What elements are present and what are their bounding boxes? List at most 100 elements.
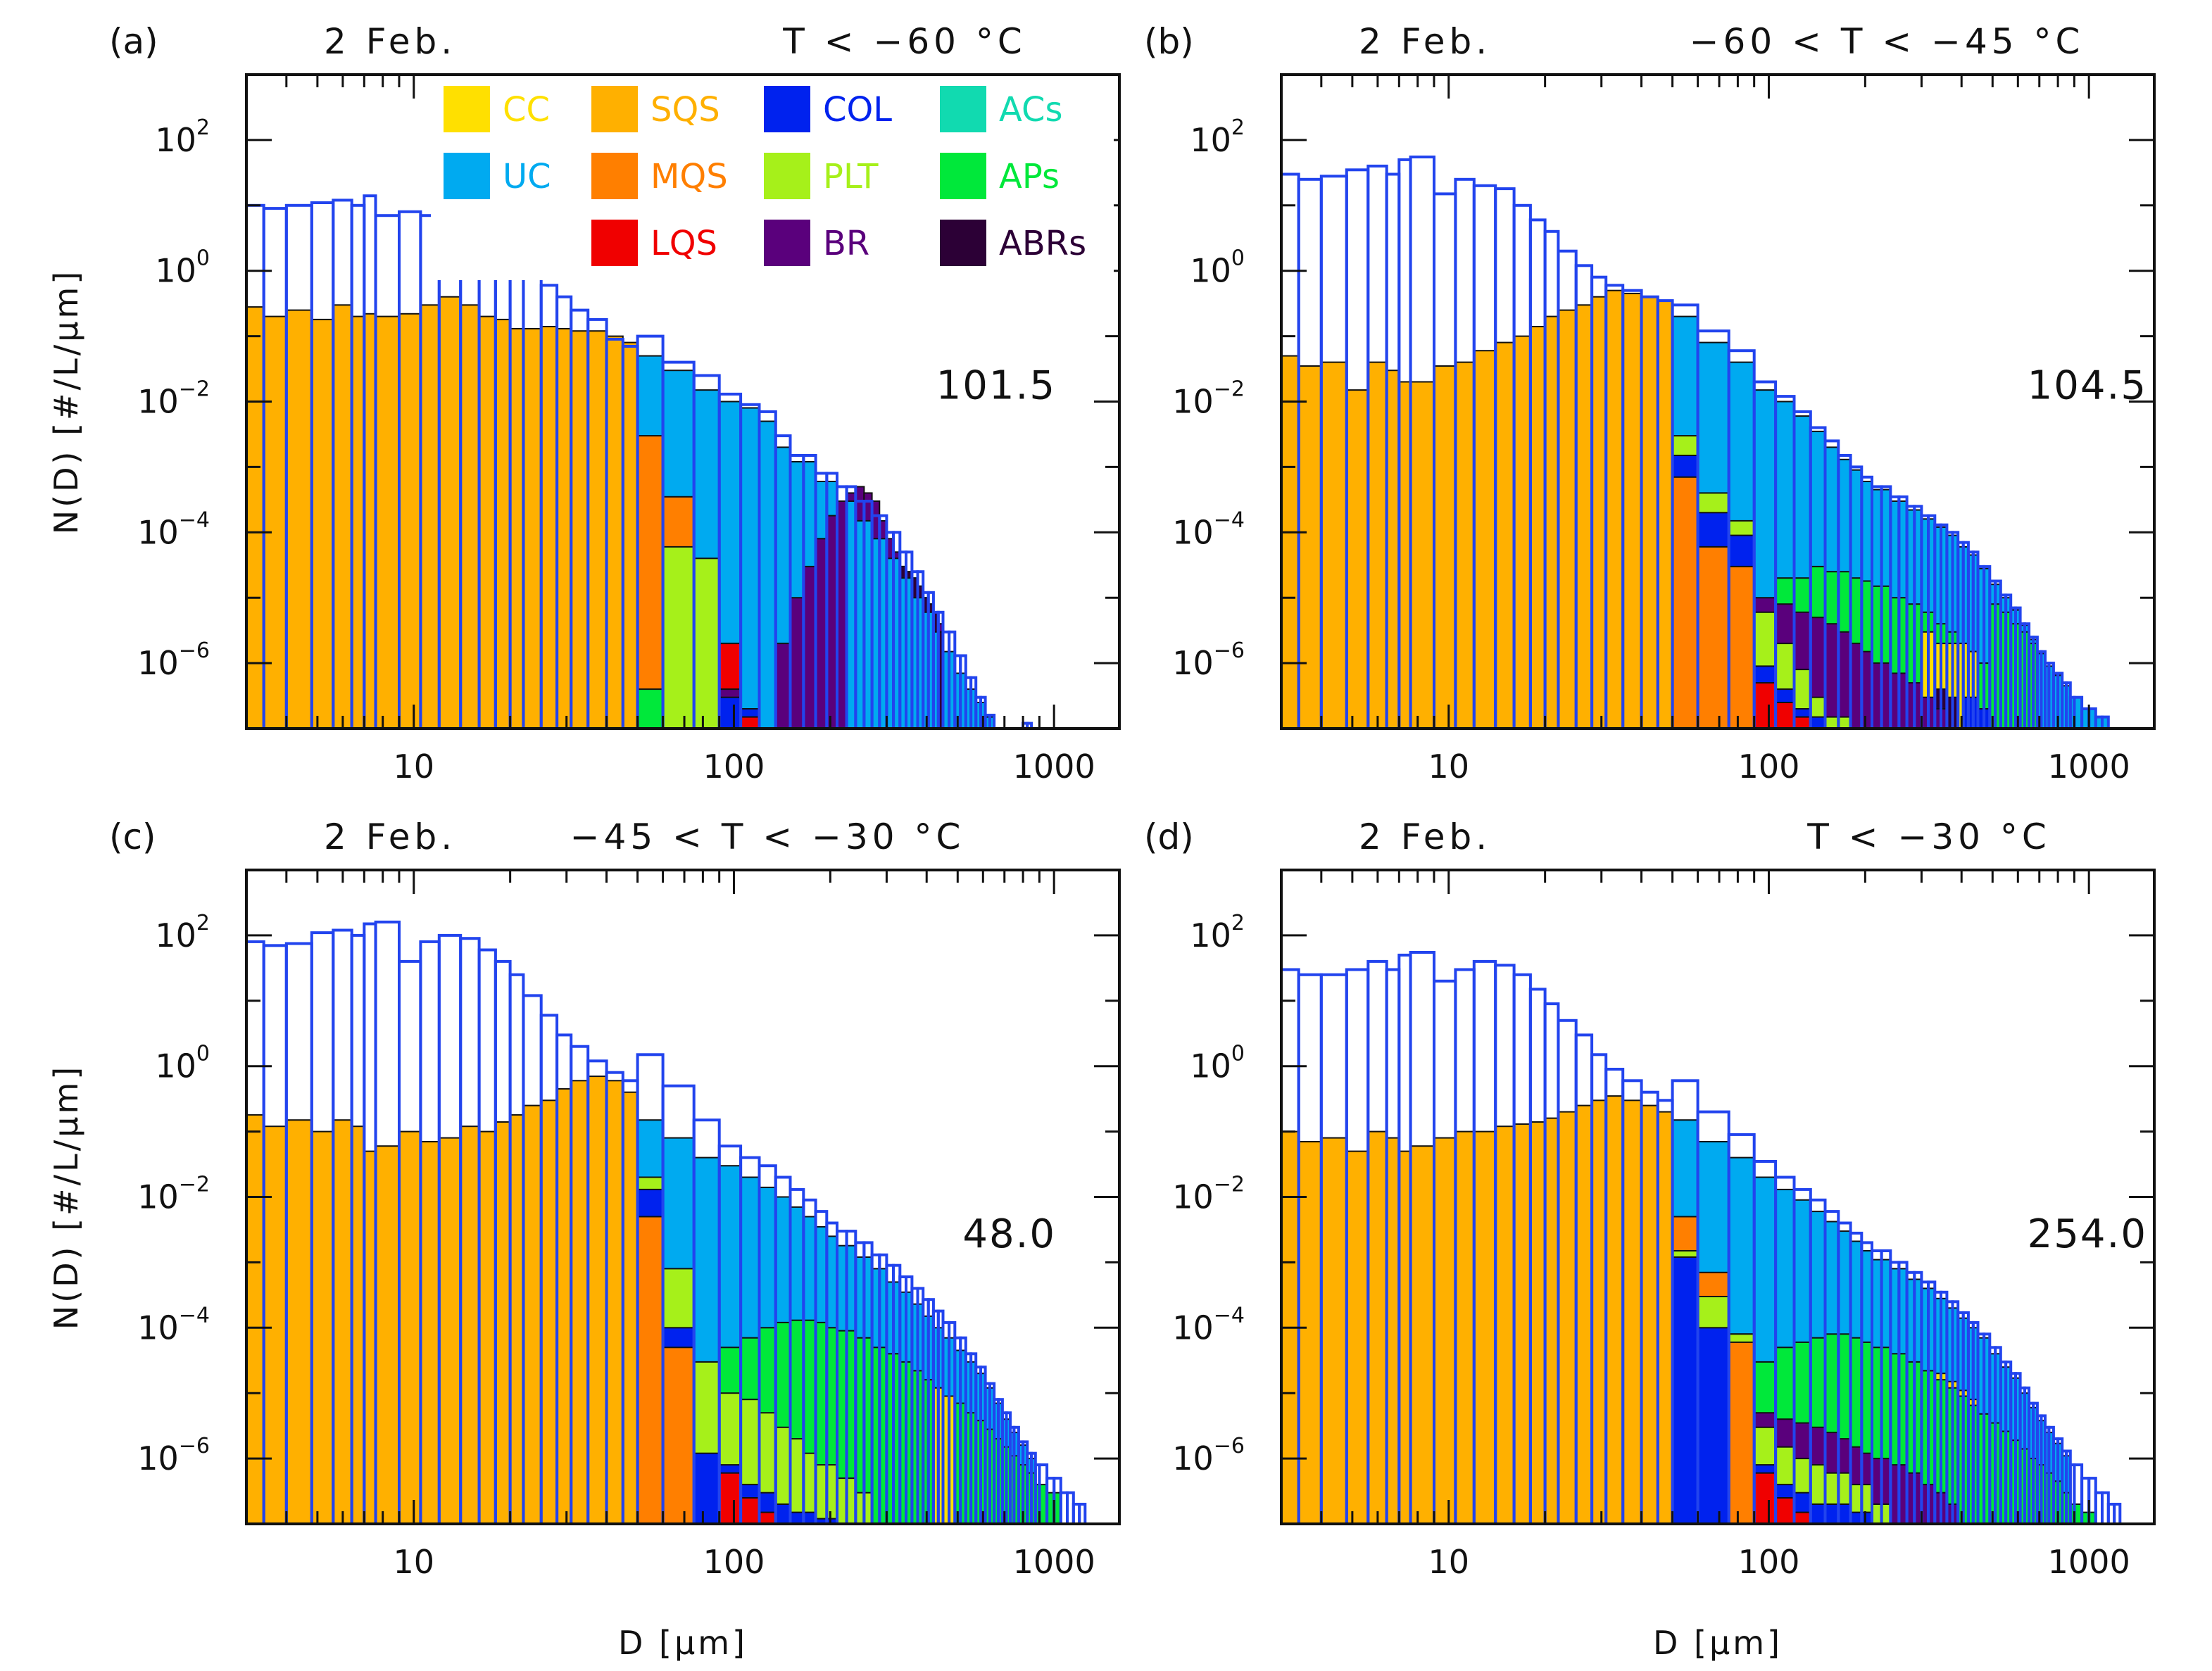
bar-sqs (478, 315, 496, 729)
bar-sqs (1367, 361, 1388, 729)
bar-br (826, 515, 838, 729)
bar-sqs (1513, 1123, 1531, 1524)
bar-sqs (1367, 1130, 1388, 1524)
bar-sqs (1433, 365, 1457, 729)
bar-sqs (1345, 1150, 1369, 1524)
bar-col (774, 1503, 791, 1524)
panel-a: 10 100 1000 102 100 10−2 10−4 10−6 (a) 2 Feb. T < … (109, 21, 1121, 786)
bar-col (1861, 1511, 1873, 1524)
y-tick-label: 102 (1190, 911, 1245, 954)
bar-lqs (1793, 716, 1811, 729)
bar-sqs (1409, 381, 1435, 729)
legend-swatch-abrs (940, 220, 986, 266)
plot-area (246, 920, 1087, 1524)
y-tick-label: 102 (155, 911, 210, 954)
bar-sqs (1385, 1137, 1400, 1524)
bar-aps (636, 688, 664, 729)
bar-sqs (1605, 289, 1624, 729)
bar-col (789, 1511, 805, 1524)
panel-condition: −45 < T < −30 °C (570, 816, 965, 857)
legend-swatch-lqs (591, 220, 638, 266)
x-tick-label: 100 (703, 1543, 765, 1581)
bar-col (1849, 1511, 1863, 1524)
bar-lqs (1775, 1497, 1795, 1524)
bar-col (718, 696, 742, 729)
bar-sqs (1398, 1150, 1412, 1524)
bar-br (1849, 643, 1863, 729)
bar-sqs (332, 304, 353, 729)
bar-mqs (636, 435, 664, 729)
bar-sqs (1591, 296, 1607, 729)
x-tick-label: 100 (1738, 1543, 1800, 1581)
bar-plt (693, 557, 720, 729)
bar-br (1837, 631, 1852, 729)
bar-sqs (1385, 370, 1400, 729)
bar-sqs (263, 1125, 287, 1524)
bar-sqs (398, 313, 422, 729)
legend-label-plt: PLT (823, 157, 879, 196)
bar-plt (815, 1464, 828, 1524)
bar-sqs (420, 1141, 440, 1524)
bar-sqs (587, 1076, 608, 1524)
x-tick-label: 10 (1428, 1543, 1469, 1581)
bar-br (836, 500, 848, 729)
bar-br (803, 565, 817, 729)
bar-lqs (718, 1472, 742, 1524)
legend-label-mqs: MQS (651, 157, 728, 196)
bar-col (1837, 1503, 1852, 1524)
bar-sqs (1495, 1125, 1515, 1524)
legend-label-cc: CC (503, 90, 550, 130)
y-tick-label: 10−6 (1172, 1434, 1245, 1477)
bar-sqs (1454, 1130, 1475, 1524)
y-axis-title: N(D) [#/L/µm] (47, 269, 85, 534)
panel-d: 10 100 1000 102 100 10−2 10−4 10−6 (d) 2 Feb. T < … (1144, 816, 2156, 1581)
y-tick-label: 100 (155, 1042, 210, 1085)
x-tick-label: 1000 (2048, 748, 2130, 786)
panel-c: 10 100 1000 102 100 10−2 10−4 10−6 (c) 2 Feb. −45 … (109, 816, 1121, 1581)
x-tick-label: 10 (393, 1543, 434, 1581)
legend-swatch-uc (444, 153, 490, 199)
bar-sqs (1433, 1137, 1457, 1524)
bar-mqs (662, 1347, 695, 1524)
legend-swatch-sqs (591, 86, 638, 132)
legend-label-sqs: SQS (651, 90, 720, 130)
bar-uc (740, 407, 760, 729)
y-tick-label: 10−6 (1172, 638, 1245, 682)
bar-col (1697, 1327, 1730, 1524)
bar-sqs (509, 328, 524, 729)
bar-sqs (1345, 389, 1369, 729)
bar-sqs (1297, 1141, 1322, 1524)
bar-sqs (1640, 296, 1659, 729)
legend-label-acs: ACs (999, 90, 1063, 130)
total-bar (2113, 1503, 2122, 1524)
bar-sqs (1557, 309, 1577, 729)
legend-label-uc: UC (503, 157, 551, 196)
panel-date: 2 Feb. (324, 816, 456, 857)
legend-label-aps: APs (999, 157, 1060, 196)
y-tick-label: 10−4 (1172, 507, 1245, 551)
bar-sqs (246, 1114, 265, 1524)
bar-sqs (285, 309, 313, 729)
bar-sqs (1281, 355, 1300, 729)
bar-plt (836, 1477, 848, 1524)
panel-letter: (b) (1144, 21, 1194, 62)
bar-sqs (1605, 1095, 1624, 1524)
panel-condition: −60 < T < −45 °C (1690, 21, 2085, 62)
bar-sqs (494, 1121, 511, 1524)
bar-sqs (540, 326, 558, 729)
bar-sqs (438, 296, 462, 729)
total-bar (988, 714, 996, 729)
bar-sqs (1557, 1111, 1577, 1524)
x-tick-label: 1000 (2048, 1543, 2130, 1581)
bar-sqs (1575, 304, 1593, 729)
bar-sqs (1473, 1130, 1497, 1524)
bar-sqs (310, 1130, 334, 1524)
legend-swatch-cc (444, 86, 490, 132)
bar-lqs (740, 716, 760, 729)
bar-sqs (570, 1080, 589, 1524)
bar-sqs (332, 1119, 353, 1524)
y-tick-label: 10−4 (1172, 1303, 1245, 1347)
bar-col (1671, 1256, 1699, 1524)
x-axis-title: D [µm] (1653, 1624, 1783, 1662)
bar-sqs (556, 1087, 572, 1524)
